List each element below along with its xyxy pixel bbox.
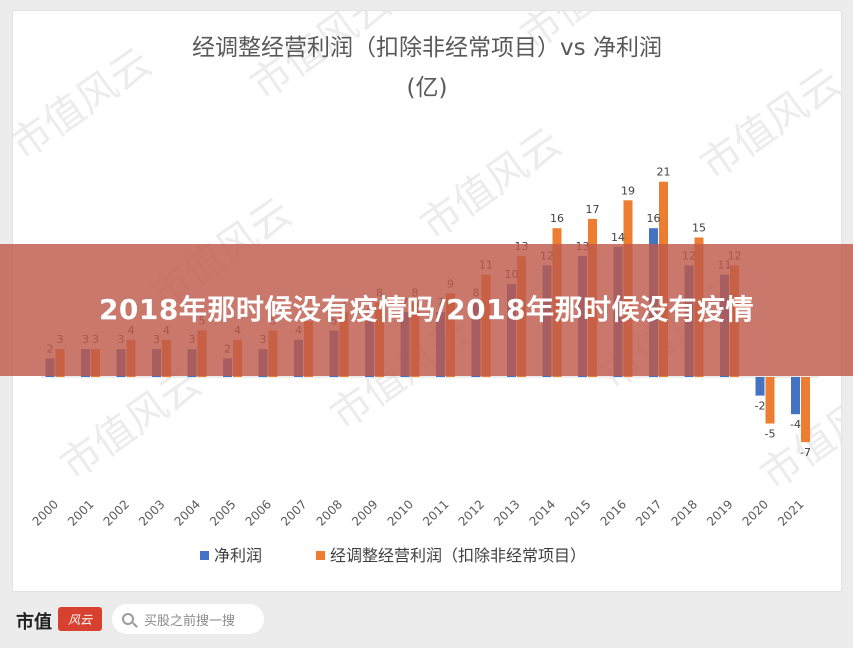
bar-net-profit [755, 377, 765, 396]
brand-logo[interactable]: 市值 [16, 612, 52, 633]
x-tick-label: 2005 [207, 497, 238, 528]
x-tick-label: 2007 [278, 497, 309, 528]
bar-adjusted-profit [765, 377, 775, 424]
watermark-text: 市值风云 [52, 360, 209, 489]
x-tick-label: 2000 [30, 497, 61, 528]
bar-net-profit [791, 377, 800, 415]
x-tick-label: 2019 [704, 497, 735, 528]
x-tick-label: 2003 [136, 497, 167, 528]
search-input[interactable]: 买股之前搜一搜 [112, 604, 264, 634]
footer-bar: 市值 风云 买股之前搜一搜 [0, 596, 853, 648]
x-tick-labels: 2000 2001 2002 2003 2004 2005 2006 2007 2008 2009… [30, 497, 807, 528]
x-tick-label: 2010 [385, 497, 416, 528]
x-tick-label: 2009 [349, 497, 380, 528]
legend-swatch-net-profit [200, 551, 209, 560]
brand-logo-mark: 风云 [58, 607, 102, 631]
data-label: 16 [647, 212, 661, 225]
x-tick-label: 2020 [740, 497, 771, 528]
data-label: -4 [790, 418, 801, 431]
data-label: -7 [800, 446, 811, 459]
data-label: 15 [692, 222, 706, 235]
x-tick-label: 2011 [420, 497, 451, 528]
legend-label-net-profit: 净利润 [214, 546, 262, 565]
x-tick-label: 2002 [101, 497, 132, 528]
x-tick-label: 2021 [775, 497, 806, 528]
x-tick-label: 2016 [598, 497, 629, 528]
search-placeholder: 买股之前搜一搜 [144, 613, 236, 629]
data-label: -2 [755, 400, 766, 413]
x-tick-label: 2017 [633, 497, 664, 528]
chart-subtitle: (亿) [407, 75, 448, 101]
chart: 市值风云市值风云市值风云市值风云市值风云市值风云市值风云市值风云市值风云市值风云… [13, 11, 841, 565]
data-label: 16 [550, 212, 564, 225]
data-label: -5 [765, 428, 776, 441]
x-tick-label: 2013 [491, 497, 522, 528]
search-icon [122, 613, 134, 625]
x-tick-label: 2001 [65, 497, 96, 528]
legend: 净利润 经调整经营利润（扣除非经常项目） [200, 546, 586, 565]
data-label: 17 [586, 203, 600, 216]
x-tick-label: 2014 [527, 497, 558, 528]
x-tick-label: 2004 [172, 497, 203, 528]
data-label: 21 [657, 166, 671, 179]
x-tick-label: 2018 [669, 497, 700, 528]
data-label: 14 [611, 231, 625, 244]
x-tick-label: 2015 [562, 497, 593, 528]
overlay-title: 2018年那时候没有疫情吗/2018年那时候没有疫情 [98, 293, 755, 326]
watermark-text: 市值风云 [692, 60, 841, 189]
watermark-text: 市值风云 [412, 120, 569, 249]
legend-label-adjusted-profit: 经调整经营利润（扣除非经常项目） [330, 546, 586, 565]
title-overlay-banner: 2018年那时候没有疫情吗/2018年那时候没有疫情 [0, 244, 853, 376]
data-label: 19 [621, 184, 635, 197]
x-tick-label: 2012 [456, 497, 487, 528]
x-tick-label: 2008 [314, 497, 345, 528]
chart-title: 经调整经营利润（扣除非经常项目）vs 净利润 [192, 35, 662, 61]
bar-adjusted-profit [801, 377, 810, 443]
watermark-text: 市值风云 [13, 40, 160, 169]
x-tick-label: 2006 [243, 497, 274, 528]
legend-swatch-adjusted-profit [316, 551, 325, 560]
